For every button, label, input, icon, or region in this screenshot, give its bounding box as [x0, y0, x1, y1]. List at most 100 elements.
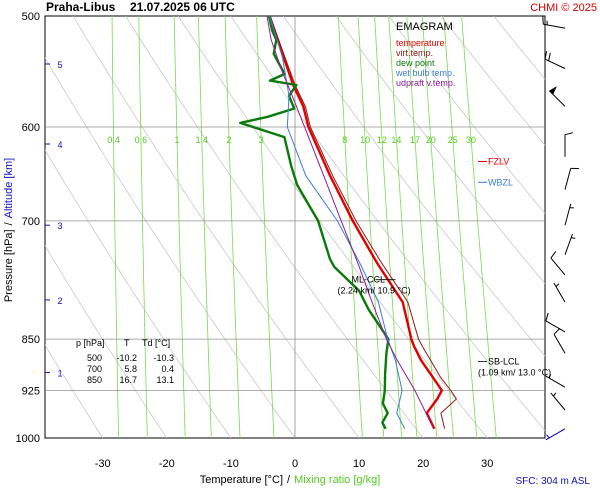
series-line: [269, 16, 457, 429]
dry-adiabat-line: [45, 344, 104, 438]
dry-adiabat-line: [45, 149, 232, 438]
mixing-ratio-label: 30: [466, 135, 476, 145]
temperature-tick-label: 30: [481, 458, 493, 470]
surface-elevation-label: SFC: 304 m ASL: [516, 476, 591, 487]
wind-barb-half-feather: [552, 392, 557, 397]
pressure-tick-label: 850: [22, 334, 40, 346]
table-cell: -10.2: [116, 353, 137, 363]
temperature-tick-label: 20: [417, 458, 429, 470]
pressure-tick-label: 925: [22, 386, 40, 398]
temperature-tick-label: -20: [159, 458, 175, 470]
legend-updraft-vtemp: udpraft v.temp.: [396, 78, 455, 88]
legend-wet-bulb: wet bulb temp.: [395, 68, 455, 78]
mixing-ratio-label: 3: [259, 135, 264, 145]
mixing-ratio-label: 17: [410, 135, 420, 145]
dry-adiabat-line: [45, 57, 296, 438]
dry-adiabat-line: [282, 16, 545, 357]
wind-barb-staff: [564, 168, 572, 190]
y-axis-label-altitude: Altitude [km]: [3, 158, 15, 219]
altitude-tick-label: 5: [57, 60, 62, 70]
table-cell: 850: [87, 375, 102, 385]
y-axis-label: Pressure [hPa]: [3, 229, 15, 302]
y-axis-label-separator: /: [3, 221, 15, 225]
wind-barb-feather: [545, 312, 549, 322]
legend: EMAGRAM temperature virt.temp. dew point…: [395, 21, 455, 88]
mixing-ratio-line: [138, 16, 148, 438]
altitude-tick-label: 4: [57, 140, 62, 150]
pressure-tick-labels: 500 600 700 850 925 1000: [16, 11, 40, 445]
wind-barb: [553, 328, 566, 354]
series-line: [238, 16, 390, 430]
wind-barb: [564, 167, 579, 190]
dry-adiabat-line: [45, 244, 168, 438]
wind-barb-staff: [564, 203, 572, 226]
sb-lcl-label: SB-LCL: [488, 357, 520, 367]
mixing-ratio-labels: 0.4 0.6 1 1.4 2 3 8 10 12 14 17 20 25 30: [107, 135, 476, 145]
mixing-ratio-line: [421, 16, 454, 438]
altitude-tick-label: 2: [57, 296, 62, 306]
wbzl-label: WBZL: [488, 177, 513, 187]
wind-barb-staff: [545, 320, 566, 333]
legend-temperature: temperature: [396, 38, 445, 48]
legend-dew-point: dew point: [396, 58, 435, 68]
mixing-ratio-label: 25: [448, 135, 458, 145]
pressure-tick-label: 500: [22, 11, 40, 23]
wind-barb: [544, 51, 566, 69]
wind-barb: [564, 233, 576, 255]
table-header-t: T: [124, 338, 130, 348]
wind-barb: [545, 312, 566, 333]
table-cell: 0.4: [161, 364, 174, 374]
mixing-ratio-label: 1.4: [196, 135, 209, 145]
mixing-ratio-label: 20: [426, 135, 436, 145]
mixing-ratio-line: [198, 16, 212, 438]
table-cell: 13.1: [156, 375, 174, 385]
wind-barb: [542, 15, 566, 29]
table-header-p: p [hPa]: [76, 338, 105, 348]
wind-barb-half-feather: [555, 283, 560, 287]
wind-barb-feather: [553, 328, 561, 335]
dry-adiabat-line: [230, 16, 545, 432]
wind-barb-feather: [564, 132, 574, 136]
wind-barb-staff: [553, 282, 566, 303]
table-cell: 5.8: [124, 364, 137, 374]
wind-barb-staff: [553, 333, 566, 354]
pressure-tick-label: 600: [22, 122, 40, 134]
mixing-ratio-line: [338, 16, 363, 438]
mixing-ratio-line: [388, 16, 418, 438]
mixing-ratio-line: [173, 16, 186, 438]
legend-title: EMAGRAM: [396, 21, 453, 33]
sb-lcl-value: (1.09 km/ 13.0 °C): [478, 368, 551, 378]
wind-barb-feather: [548, 52, 551, 61]
wind-barb-staff: [550, 257, 566, 276]
x-axis-label: Temperature [°C]: [200, 474, 283, 486]
dry-adiabat-line: [388, 16, 545, 215]
mixing-ratio-line: [443, 16, 478, 438]
mixing-ratio-line: [224, 16, 241, 438]
mixing-ratio-line: [374, 16, 403, 438]
pressure-tick-label: 1000: [16, 433, 40, 445]
series-line: [269, 16, 406, 430]
legend-virt-temp: virt.temp.: [396, 48, 433, 58]
wind-barb-feather: [550, 251, 557, 259]
altitude-tick-label: 1: [57, 369, 62, 379]
wind-barb-feather: [544, 51, 548, 60]
wind-barb: [550, 251, 566, 276]
fzlv-label: FZLV: [488, 157, 509, 167]
altitude-tick-label: 3: [57, 221, 62, 231]
wind-barb-staff: [564, 233, 573, 255]
wind-barb: [564, 132, 574, 157]
wind-barb-staff: [550, 392, 566, 411]
wind-barb-staff: [545, 428, 566, 441]
mixing-ratio-lines: [111, 16, 497, 438]
temperature-tick-labels: -30 -20 -10 0 10 20 30: [95, 458, 494, 470]
dry-adiabat-line: [335, 16, 545, 285]
mixing-ratio-label: 2: [226, 135, 231, 145]
wind-barb: [553, 282, 566, 303]
table-cell: -10.3: [153, 353, 174, 363]
wind-barb-staff: [543, 23, 566, 29]
wind-barb: [545, 428, 566, 441]
table-cell: 700: [87, 364, 102, 374]
mixing-ratio-line: [111, 16, 119, 438]
mixing-ratio-line: [357, 16, 385, 438]
